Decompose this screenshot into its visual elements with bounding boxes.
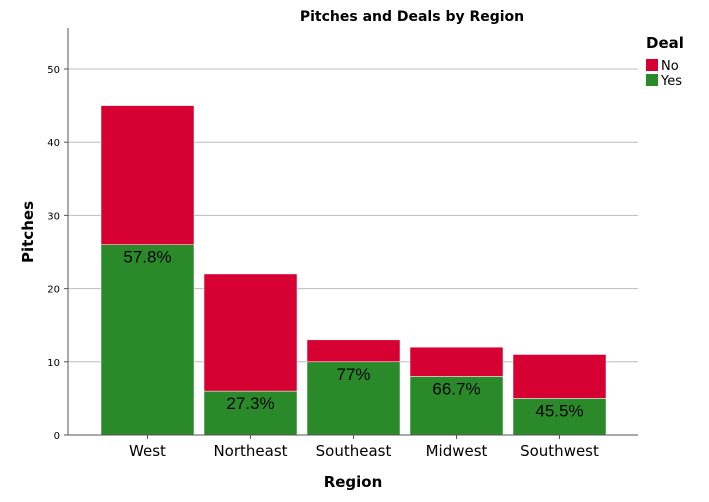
y-tick-label: 40 (47, 138, 60, 149)
bar-no-northeast (203, 273, 298, 392)
x-category-label: Southwest (520, 442, 599, 460)
y-tick-label: 0 (54, 431, 60, 442)
bar-yes-southeast (306, 361, 401, 436)
x-category-label: West (129, 442, 166, 460)
chart-title: Pitches and Deals by Region (300, 9, 524, 25)
legend-swatch-no (646, 59, 658, 71)
bar-no-southeast (306, 339, 401, 363)
legend-swatch-yes (646, 74, 658, 86)
legend: Deal No Yes (646, 34, 684, 89)
bar-no-southwest (512, 354, 607, 399)
bar-no-west (100, 105, 195, 245)
y-axis-label: Pitches (19, 201, 37, 263)
bar-yes-northeast (203, 390, 298, 436)
x-axis-label: Region (324, 473, 383, 491)
x-category-label: Midwest (426, 442, 488, 460)
data-label: 45.5% (535, 401, 583, 420)
legend-label-no: No (661, 59, 679, 74)
data-label: 77% (336, 365, 370, 384)
y-tick-label: 20 (47, 285, 60, 296)
data-label: 27.3% (226, 394, 274, 413)
y-tick-label: 10 (47, 358, 60, 369)
y-tick-label: 50 (47, 65, 60, 76)
data-label: 66.7% (432, 379, 480, 398)
x-category-label: Southeast (316, 442, 392, 460)
legend-label-yes: Yes (660, 74, 682, 89)
bar-yes-west (100, 244, 195, 436)
bar-no-midwest (409, 346, 504, 377)
data-label: 57.8% (123, 248, 171, 267)
y-tick-label: 30 (47, 211, 60, 222)
legend-title: Deal (646, 34, 684, 52)
x-category-label: Northeast (213, 442, 287, 460)
